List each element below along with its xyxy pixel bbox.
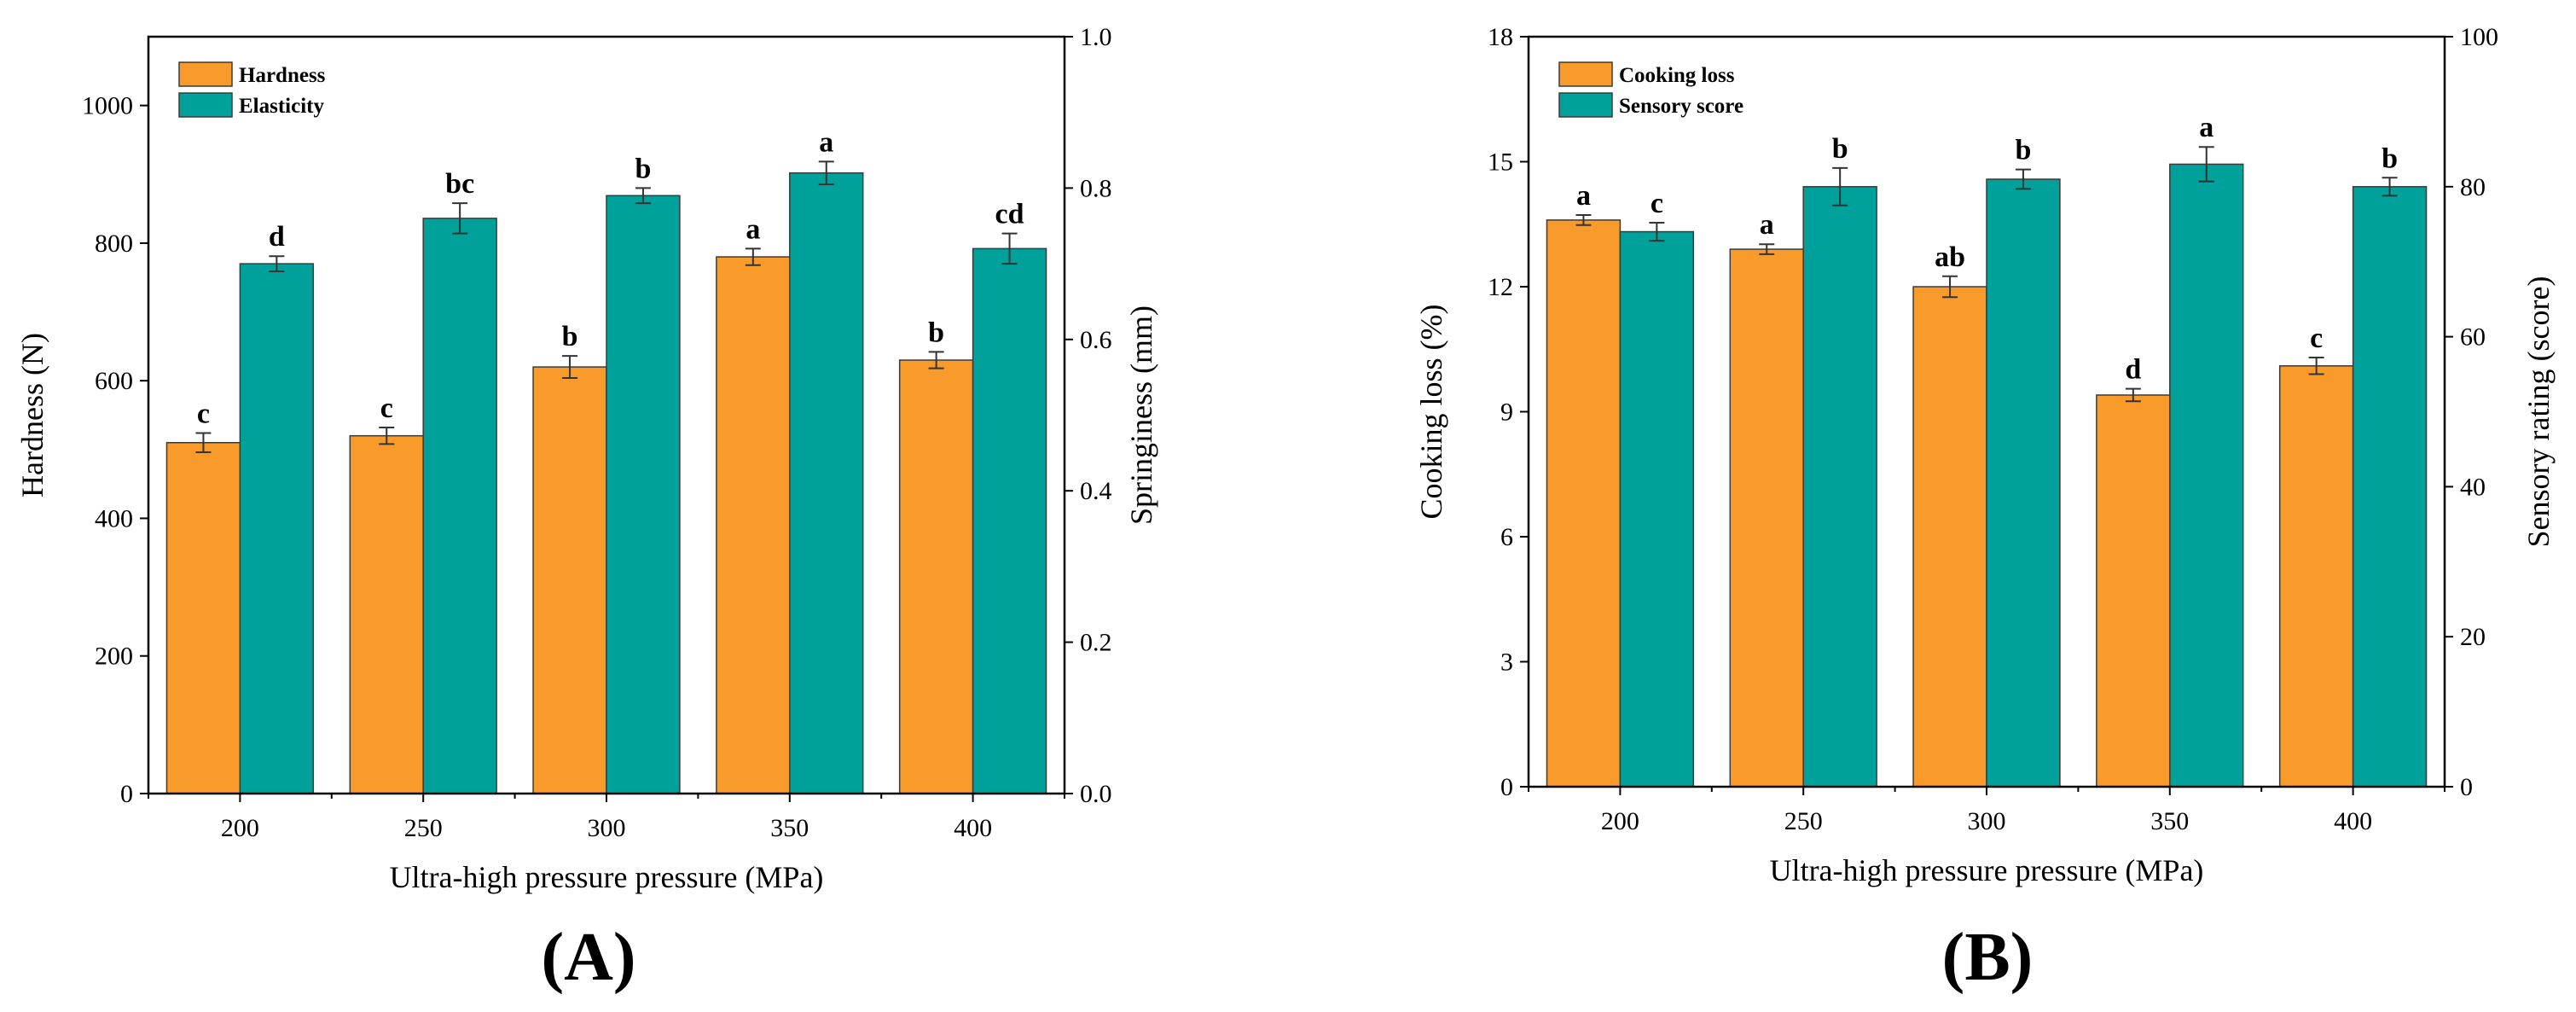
x-tick-label: 250 — [404, 814, 443, 842]
bar — [789, 172, 864, 794]
legend-label: Cooking loss — [1619, 64, 1735, 87]
y-tick-label-left: 6 — [1500, 523, 1513, 551]
bar — [2278, 365, 2354, 788]
significance-label: d — [2125, 354, 2141, 386]
bar — [532, 366, 607, 794]
y-tick-label-right: 0.6 — [1080, 326, 1112, 354]
significance-label: c — [197, 398, 210, 429]
bar — [1619, 230, 1695, 788]
significance-label: ab — [1935, 241, 1965, 273]
x-tick-label: 300 — [588, 814, 626, 842]
bar — [1986, 178, 2061, 788]
significance-label: a — [819, 126, 833, 158]
legend-label: Hardness — [239, 64, 326, 87]
significance-label: b — [2382, 142, 2398, 174]
bar — [165, 442, 241, 794]
x-tick-label: 200 — [1601, 807, 1639, 835]
panel-label: (A) — [541, 920, 635, 995]
significance-label: d — [269, 221, 285, 253]
significance-label: c — [380, 393, 393, 424]
y-tick-label-right: 80 — [2460, 173, 2486, 201]
y-tick-label-right: 100 — [2460, 23, 2498, 51]
significance-label: b — [2015, 135, 2031, 166]
y-tick-label-left: 3 — [1500, 648, 1513, 677]
y-tick-label-right: 0.0 — [1080, 780, 1112, 808]
x-tick-label: 350 — [2150, 807, 2189, 835]
bar — [716, 256, 791, 794]
significance-label: c — [1651, 188, 1663, 219]
y-tick-label-left: 400 — [95, 504, 133, 532]
y-tick-label-left: 18 — [1488, 23, 1513, 51]
y-tick-label-left: 0 — [120, 780, 133, 808]
y-tick-label-right: 0.8 — [1080, 174, 1112, 202]
bar — [606, 195, 681, 794]
y-tick-label-right: 0.4 — [1080, 477, 1112, 505]
x-axis-label: Ultra-high pressure pressure (MPa) — [390, 860, 824, 894]
x-tick-label: 350 — [770, 814, 809, 842]
y-tick-label-right: 20 — [2460, 623, 2486, 651]
x-tick-label: 250 — [1784, 807, 1823, 835]
bar — [1546, 219, 1622, 788]
bar — [1729, 248, 1804, 788]
y-tick-label-right: 0 — [2460, 773, 2473, 801]
bar — [2096, 394, 2171, 788]
significance-label: a — [2199, 112, 2213, 143]
bar — [1802, 186, 1877, 788]
y-axis-label-left: Cooking loss (%) — [1414, 305, 1448, 520]
significance-label: b — [1832, 133, 1848, 165]
significance-label: b — [562, 321, 578, 352]
y-axis-label-right: Springiness (mm) — [1124, 305, 1158, 525]
y-tick-label-left: 15 — [1488, 148, 1513, 177]
y-axis-label-left: Hardness (N) — [15, 333, 49, 497]
y-tick-label-left: 0 — [1500, 773, 1513, 801]
bar — [349, 434, 424, 794]
panel-label: (B) — [1942, 920, 2034, 995]
x-tick-label: 300 — [1968, 807, 2006, 835]
x-tick-label: 400 — [954, 814, 992, 842]
significance-label: a — [746, 213, 760, 245]
bar — [2352, 186, 2428, 788]
significance-label: b — [928, 317, 944, 348]
significance-label: cd — [995, 199, 1024, 230]
y-tick-label-right: 1.0 — [1080, 23, 1112, 51]
bar — [2169, 163, 2244, 788]
legend-swatch — [1558, 61, 1613, 87]
legend-label: Sensory score — [1619, 95, 1743, 118]
x-axis-label: Ultra-high pressure pressure (MPa) — [1770, 853, 2204, 887]
significance-label: b — [635, 153, 651, 184]
y-tick-label-right: 40 — [2460, 473, 2486, 501]
x-tick-label: 200 — [221, 814, 259, 842]
y-tick-label-right: 0.2 — [1080, 629, 1112, 657]
significance-label: bc — [445, 168, 474, 200]
y-tick-label-left: 12 — [1488, 273, 1513, 301]
y-tick-label-left: 800 — [95, 230, 133, 258]
bar — [898, 359, 974, 794]
legend-swatch — [178, 92, 233, 118]
significance-label: c — [2310, 323, 2323, 354]
legend-label: Elasticity — [239, 95, 324, 118]
significance-label: a — [1576, 180, 1591, 212]
y-tick-label-right: 60 — [2460, 323, 2486, 352]
y-axis-label-right: Sensory rating (score) — [2521, 276, 2556, 548]
chart-panel-a: c c b a b d bc b a cd 0 200 400 600 800 1000 0.0 0.2 0.4 0.… — [15, 23, 1158, 995]
bar — [422, 218, 497, 794]
y-tick-label-left: 200 — [95, 643, 133, 671]
x-tick-label: 400 — [2334, 807, 2372, 835]
y-tick-label-left: 1000 — [82, 92, 133, 120]
legend-swatch — [178, 61, 233, 87]
bar — [972, 247, 1047, 794]
significance-label: a — [1760, 209, 1774, 241]
y-tick-label-left: 600 — [95, 367, 133, 395]
legend-swatch — [1558, 92, 1613, 118]
bar — [1912, 286, 1987, 788]
bar — [239, 263, 315, 794]
y-tick-label-left: 9 — [1500, 398, 1513, 427]
